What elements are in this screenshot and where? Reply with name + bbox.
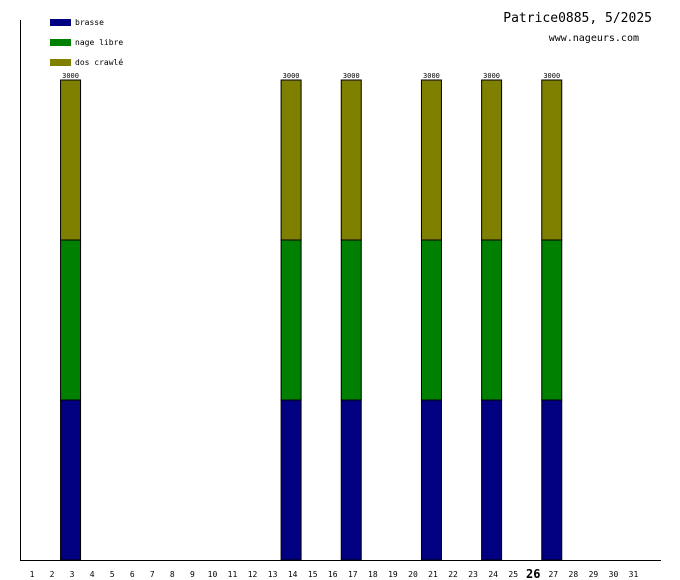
legend-label-0: brasse <box>75 18 104 27</box>
total-label-23: 3000 <box>483 72 500 80</box>
x-tick-label-9: 9 <box>190 570 195 579</box>
x-tick-label-27: 27 <box>548 570 558 579</box>
bar-segment-16-0 <box>340 399 362 561</box>
x-tick-labels: 1 2 3 4 5 6 7 8 9 10 11 12 13 14 15 16 17 18 19 20 21 22 23 24 2… <box>30 567 639 580</box>
x-tick-label-21: 21 <box>428 570 438 579</box>
bar-segment-23-0 <box>481 399 503 561</box>
bar-segment-20-2 <box>420 79 442 241</box>
x-tick-label-10: 10 <box>208 570 218 579</box>
bar-segment-16-1 <box>340 239 362 401</box>
bar-segment-23-1 <box>481 239 503 401</box>
x-tick-label-22: 22 <box>448 570 458 579</box>
x-tick-label-8: 8 <box>170 570 175 579</box>
x-tick-label-28: 28 <box>569 570 579 579</box>
x-tick-label-16: 16 <box>328 570 338 579</box>
x-tick-label-23: 23 <box>468 570 478 579</box>
site-label: www.nageurs.com <box>549 33 639 44</box>
legend-swatch-0 <box>50 19 71 26</box>
x-tick-label-6: 6 <box>130 570 135 579</box>
total-label-26: 3000 <box>543 72 560 80</box>
total-label-13: 3000 <box>283 72 300 80</box>
bars <box>60 79 563 561</box>
bar-segment-23-2 <box>481 79 503 241</box>
bar-segment-26-0 <box>541 399 563 561</box>
x-tick-label-30: 30 <box>609 570 619 579</box>
chart-title: Patrice0885, 5/2025 <box>503 11 652 26</box>
x-tick-label-1: 1 <box>30 570 35 579</box>
x-tick-label-15: 15 <box>308 570 318 579</box>
bar-segment-2-2 <box>60 79 82 241</box>
legend-swatch-2 <box>50 59 71 66</box>
x-tick-label-4: 4 <box>90 570 95 579</box>
bar-segment-13-1 <box>280 239 302 401</box>
bar-segment-2-0 <box>60 399 82 561</box>
x-tick-label-31: 31 <box>629 570 639 579</box>
legend-label-1: nage libre <box>75 38 123 47</box>
legend-label-2: dos crawlé <box>75 57 123 67</box>
x-tick-label-18: 18 <box>368 570 378 579</box>
x-tick-label-3: 3 <box>70 570 75 579</box>
bar-segment-26-2 <box>541 79 563 241</box>
x-tick-label-2: 2 <box>50 570 55 579</box>
total-label-2: 3000 <box>62 72 79 80</box>
bar-segment-2-1 <box>60 239 82 401</box>
total-label-16: 3000 <box>343 72 360 80</box>
bar-segment-16-2 <box>340 79 362 241</box>
x-tick-label-24: 24 <box>488 570 498 579</box>
total-labels: 3000 3000 3000 3000 3000 3000 <box>62 72 560 80</box>
x-tick-label-25: 25 <box>508 570 518 579</box>
x-tick-label-29: 29 <box>589 570 599 579</box>
x-tick-label-7: 7 <box>150 570 155 579</box>
x-tick-label-12: 12 <box>248 570 258 579</box>
bar-segment-26-1 <box>541 239 563 401</box>
x-tick-label-19: 19 <box>388 570 398 579</box>
legend: brasse nage libre dos crawlé <box>50 18 123 67</box>
total-label-20: 3000 <box>423 72 440 80</box>
x-tick-label-26: 26 <box>526 567 540 580</box>
bar-segment-20-0 <box>420 399 442 561</box>
x-tick-label-5: 5 <box>110 570 115 579</box>
x-tick-label-13: 13 <box>268 570 278 579</box>
x-tick-label-11: 11 <box>228 570 238 579</box>
bar-segment-20-1 <box>420 239 442 401</box>
x-tick-label-17: 17 <box>348 570 358 579</box>
bar-segment-13-2 <box>280 79 302 241</box>
x-tick-label-20: 20 <box>408 570 418 579</box>
bar-segment-13-0 <box>280 399 302 561</box>
legend-swatch-1 <box>50 39 71 46</box>
x-tick-label-14: 14 <box>288 570 298 579</box>
